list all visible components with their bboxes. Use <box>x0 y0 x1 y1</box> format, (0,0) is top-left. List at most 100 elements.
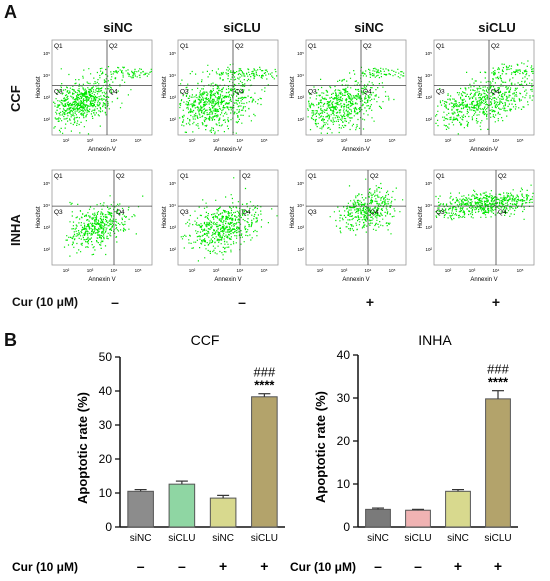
flow-y-axis-label: Hoechst <box>36 76 42 98</box>
flow-x-axis-label: Annexin V <box>470 277 497 283</box>
quadrant-label-q4: Q4 <box>242 209 251 216</box>
flow-x-axis-label: Annexin V <box>88 277 115 283</box>
col-header-4: siCLU <box>478 20 516 35</box>
flow-plot-1-4: Q1 Q2 Q3 Q4 Annexin-V Hoechst 10² 10² 10³ 10³ 10⁴ 1… <box>418 39 535 153</box>
flow-y-tick: 10⁴ <box>425 73 432 78</box>
chart-title: INHA <box>418 332 452 348</box>
flow-y-axis-label: Hoechst <box>162 76 168 98</box>
y-tick-label: 40 <box>99 384 113 398</box>
quadrant-label-q3: Q3 <box>54 209 63 216</box>
cur-sign: – <box>414 558 422 574</box>
flow-y-tick: 10⁴ <box>43 203 50 208</box>
x-tick-label: siNC <box>447 533 469 544</box>
flow-x-tick: 10⁴ <box>111 138 118 143</box>
flow-y-tick: 10² <box>169 247 176 252</box>
flow-x-axis-label: Annexin-V <box>342 147 370 153</box>
quadrant-label-q1: Q1 <box>180 43 189 50</box>
quadrant-label-q3: Q3 <box>180 89 189 96</box>
quadrant-label-q3: Q3 <box>436 209 445 216</box>
cur-label: Cur (10 μM) <box>12 560 78 574</box>
quadrant-label-q4: Q4 <box>370 209 379 216</box>
y-tick-label: 20 <box>99 452 113 466</box>
flow-y-tick: 10⁴ <box>425 203 432 208</box>
flow-x-tick: 10⁴ <box>365 268 372 273</box>
flow-x-tick: 10⁵ <box>261 138 268 143</box>
flow-events <box>191 64 278 81</box>
flow-x-tick: 10⁵ <box>517 138 524 143</box>
flow-x-tick: 10⁵ <box>261 268 268 273</box>
flow-y-tick: 10⁴ <box>43 73 50 78</box>
significance-hash: ### <box>487 362 509 377</box>
flow-y-tick: 10⁵ <box>43 51 50 56</box>
quadrant-label-q1: Q1 <box>54 43 63 50</box>
quadrant-label-q3: Q3 <box>436 89 445 96</box>
quadrant-label-q2: Q2 <box>363 43 372 50</box>
y-tick-label: 0 <box>105 520 112 534</box>
cur-sign: + <box>260 558 268 574</box>
flow-plot-1-2: Q1 Q2 Q3 Q4 Annexin-V Hoechst 10² 10² 10³ 10³ 10⁴ 1… <box>162 39 279 153</box>
flow-x-tick: 10³ <box>469 138 476 143</box>
flow-events <box>349 66 405 79</box>
flow-y-tick: 10² <box>43 117 50 122</box>
quadrant-label-q1: Q1 <box>54 173 63 180</box>
quadrant-label-q3: Q3 <box>308 209 317 216</box>
flow-x-tick: 10² <box>63 138 70 143</box>
quadrant-label-q3: Q3 <box>54 89 63 96</box>
flow-plot-1-3: Q1 Q2 Q3 Q4 Annexin-V Hoechst 10² 10² 10³ 10³ 10⁴ 1… <box>290 39 407 153</box>
panel-a-cur-label: Cur (10 μM) <box>12 295 79 309</box>
flow-events <box>307 73 395 134</box>
quadrant-label-q3: Q3 <box>180 209 189 216</box>
col-header-3: siNC <box>354 20 384 35</box>
flow-y-tick: 10³ <box>169 95 176 100</box>
flow-x-tick: 10⁴ <box>493 138 500 143</box>
flow-x-axis-label: Annexin-V <box>470 147 498 153</box>
col-header-1: siNC <box>103 20 133 35</box>
flow-y-tick: 10² <box>425 117 432 122</box>
flow-x-tick: 10³ <box>469 268 476 273</box>
flow-y-tick: 10² <box>169 117 176 122</box>
flow-events <box>179 63 269 135</box>
flow-x-tick: 10³ <box>213 268 220 273</box>
flow-x-tick: 10³ <box>87 138 94 143</box>
flow-y-axis-label: Hoechst <box>36 206 42 228</box>
flow-y-tick: 10³ <box>43 95 50 100</box>
flow-x-tick: 10³ <box>341 268 348 273</box>
x-tick-label: siNC <box>130 533 152 544</box>
y-tick-label: 50 <box>99 350 113 364</box>
flow-x-tick: 10⁵ <box>389 138 396 143</box>
cur-sign: + <box>454 558 462 574</box>
flow-plot-frame <box>51 169 153 266</box>
x-tick-label: siNC <box>367 533 389 544</box>
quadrant-label-q2: Q2 <box>116 173 125 180</box>
flow-plot-2-3: Q1 Q2 Q3 Q4 Annexin V Hoechst 10² 10² 10³ 10³ 10⁴ 1… <box>290 169 407 283</box>
flow-x-tick: 10³ <box>341 138 348 143</box>
flow-x-axis-label: Annexin V <box>214 277 241 283</box>
flow-x-tick: 10² <box>317 268 324 273</box>
flow-y-axis-label: Hoechst <box>418 206 424 228</box>
panel-a-cur-sign-3: + <box>365 294 375 310</box>
flow-x-tick: 10⁴ <box>237 138 244 143</box>
quadrant-label-q1: Q1 <box>308 173 317 180</box>
y-tick-label: 30 <box>99 418 113 432</box>
flow-y-tick: 10⁵ <box>169 181 176 186</box>
flow-x-tick: 10⁵ <box>135 138 142 143</box>
flow-x-tick: 10⁴ <box>365 138 372 143</box>
flow-y-tick: 10⁵ <box>297 51 304 56</box>
flow-x-tick: 10² <box>63 268 70 273</box>
flow-x-axis-label: Annexin V <box>342 277 369 283</box>
significance-hash: ### <box>254 365 276 380</box>
bar <box>251 396 278 528</box>
flow-y-tick: 10² <box>43 247 50 252</box>
y-tick-label: 0 <box>343 520 350 534</box>
flow-y-axis-label: Hoechst <box>418 76 424 98</box>
flow-y-tick: 10⁵ <box>425 51 432 56</box>
quadrant-label-q2: Q2 <box>498 173 507 180</box>
cur-sign: + <box>494 558 502 574</box>
flow-x-tick: 10⁴ <box>237 268 244 273</box>
quadrant-label-q2: Q2 <box>491 43 500 50</box>
flow-y-tick: 10³ <box>425 95 432 100</box>
flow-x-tick: 10² <box>189 138 196 143</box>
panel-a-label: A <box>4 2 17 22</box>
bar <box>405 509 431 528</box>
bar-charts: CCF 0 10 20 30 40 50 Apoptotic rate (%) siNC siCL… <box>12 332 518 574</box>
